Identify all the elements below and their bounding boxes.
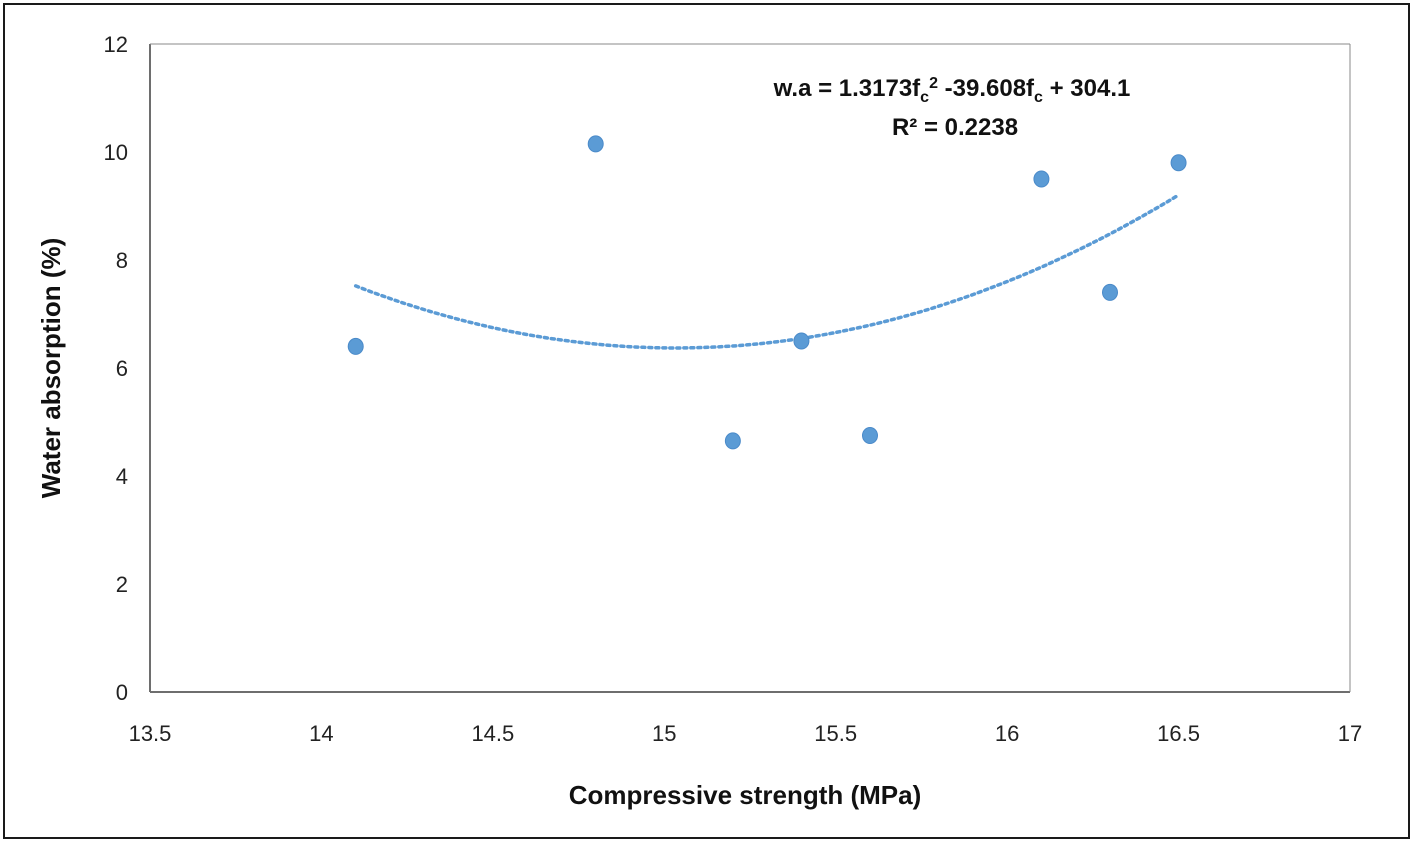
x-tick-label: 16.5 (1157, 721, 1200, 746)
y-tick-label: 8 (116, 248, 128, 273)
equation-subscript-2: c (1034, 89, 1043, 106)
axes (149, 43, 1351, 693)
x-tick-label: 15 (652, 721, 676, 746)
y-axis-title: Water absorption (%) (36, 238, 66, 498)
x-tick-label: 16 (995, 721, 1019, 746)
equation-subscript-1: c (920, 89, 929, 106)
trendline-equation: w.a = 1.3173fc2 -39.608fc + 304.1 (773, 75, 1131, 106)
trendline (353, 193, 1181, 350)
data-point (587, 135, 604, 153)
chart-frame (3, 3, 1410, 839)
y-tick-label: 12 (104, 32, 128, 57)
data-point (1170, 154, 1187, 172)
x-tick-label: 14.5 (471, 721, 514, 746)
y-tick-label: 6 (116, 356, 128, 381)
y-tick-label: 10 (104, 140, 128, 165)
data-point (347, 337, 364, 355)
y-tick-label: 2 (116, 572, 128, 597)
data-point (724, 432, 741, 450)
x-tick-label: 13.5 (129, 721, 172, 746)
y-tick-label: 0 (116, 680, 128, 705)
data-points (347, 135, 1187, 450)
x-tick-label: 15.5 (814, 721, 857, 746)
data-point (862, 427, 878, 444)
x-tick-labels: 13.5 14 14.5 15 15.5 16 16.5 17 (129, 721, 1363, 746)
r-squared-label: R² = 0.2238 (892, 114, 1018, 141)
y-tick-label: 4 (116, 464, 128, 489)
equation-superscript: 2 (929, 75, 938, 92)
y-tick-labels: 0 2 4 6 8 10 12 (104, 32, 128, 705)
x-axis-title: Compressive strength (MPa) (569, 780, 922, 810)
x-tick-label: 17 (1338, 721, 1362, 746)
x-tick-label: 14 (309, 721, 333, 746)
data-point (793, 332, 810, 350)
data-point (1033, 170, 1050, 188)
data-point (1102, 283, 1118, 301)
